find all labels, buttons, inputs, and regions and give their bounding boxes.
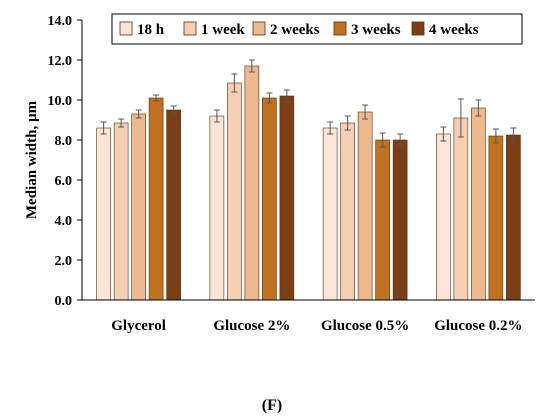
panel-label: (F) <box>262 397 282 414</box>
bar-4-weeks-0 <box>166 109 181 301</box>
bar-2-weeks-2 <box>357 111 373 301</box>
bar-2-weeks-1 <box>244 65 260 301</box>
bar-1-week-0 <box>113 122 129 301</box>
y-axis-title: Median width, µm <box>24 100 40 219</box>
x-category-label: Glucose 0.5% <box>321 318 409 334</box>
bar-2-weeks-3 <box>471 107 486 301</box>
bar-18-h-0 <box>96 127 111 301</box>
bar-18-h-3 <box>436 133 451 301</box>
legend-swatch-3-weeks <box>333 21 347 36</box>
legend-swatch-2-weeks <box>252 21 266 36</box>
bar-3-weeks-1 <box>262 97 277 301</box>
bar-4-weeks-3 <box>506 134 521 301</box>
legend-swatch-1-week <box>183 21 197 36</box>
bar-1-week-2 <box>340 122 355 301</box>
bar-3-weeks-3 <box>488 135 504 301</box>
legend-swatch-4-weeks <box>411 21 425 36</box>
legend-label: 18 h <box>137 22 165 38</box>
y-tick-label: 2.0 <box>55 254 73 269</box>
x-category-label: Glucose 0.2% <box>434 318 522 334</box>
bar-18-h-2 <box>322 127 338 301</box>
bar-2-weeks-0 <box>131 113 146 301</box>
error-bars-group <box>100 59 517 148</box>
bar-3-weeks-2 <box>375 139 390 301</box>
legend-label: 2 weeks <box>270 22 320 38</box>
bar-1-week-1 <box>227 82 242 301</box>
y-tick-label: 14.0 <box>48 14 73 29</box>
bars-group <box>96 65 521 301</box>
y-tick-label: 10.0 <box>48 94 73 109</box>
y-tick-label: 6.0 <box>55 174 73 189</box>
bar-1-week-3 <box>453 117 469 301</box>
y-tick-label: 12.0 <box>48 54 73 69</box>
x-category-label: Glycerol <box>111 318 166 334</box>
legend-label: 4 weeks <box>429 22 479 38</box>
legend-box <box>111 13 523 45</box>
y-axis-ticks: 0.0 2.0 4.0 6.0 8.0 10.0 12.0 14.0 <box>48 14 82 309</box>
x-category-label: Glucose 2% <box>213 318 290 334</box>
legend-label: 1 week <box>201 22 245 38</box>
legend-swatch-18-h <box>119 21 133 36</box>
y-tick-label: 8.0 <box>55 134 73 149</box>
y-tick-label: 4.0 <box>55 214 73 229</box>
bar-4-weeks-1 <box>279 95 295 301</box>
bar-3-weeks-0 <box>148 97 164 301</box>
bar-18-h-1 <box>209 115 225 301</box>
y-tick-label: 0.0 <box>55 294 73 309</box>
legend-label: 3 weeks <box>351 22 401 38</box>
x-axis-category-labels: Glycerol Glucose 2% Glucose 0.5% Glucose 0.… <box>111 318 522 334</box>
bar-4-weeks-2 <box>392 139 408 301</box>
legend: 18 h 1 week 2 weeks 3 weeks 4 weeks <box>111 13 523 45</box>
